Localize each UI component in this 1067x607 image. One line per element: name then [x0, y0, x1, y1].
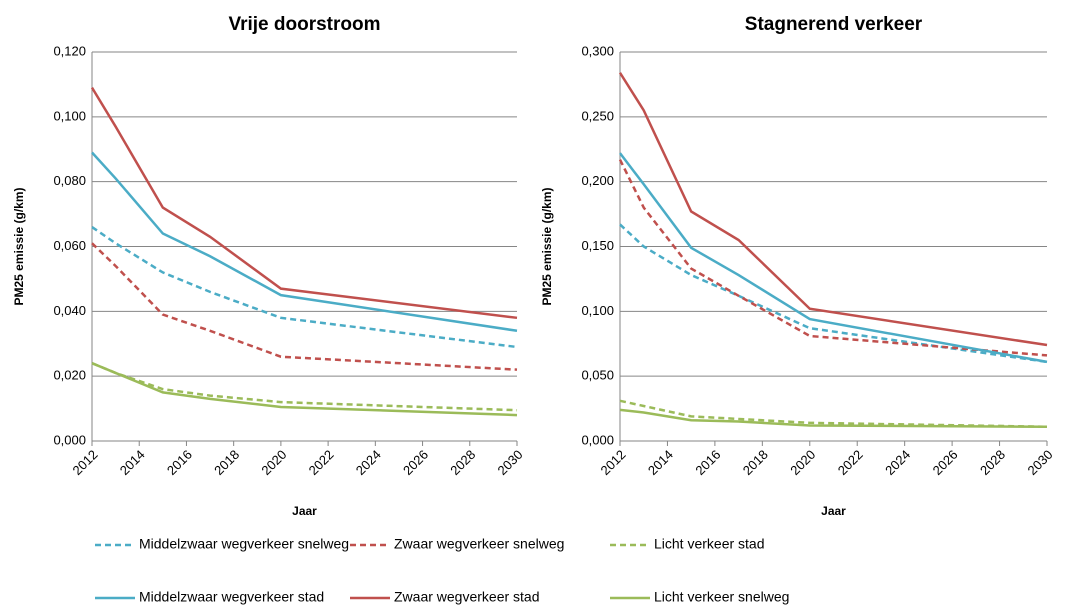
series-line	[91, 362, 518, 412]
x-tick-label: 2020	[787, 447, 818, 478]
y-tick-label: 0,000	[581, 432, 614, 447]
x-tick-label: 2024	[353, 447, 384, 478]
x-tick-label: 2014	[117, 447, 148, 478]
y-tick-label: 0,100	[53, 108, 86, 123]
legend-label: Zwaar wegverkeer stad	[394, 589, 540, 605]
y-tick-label: 0,100	[581, 303, 614, 318]
x-tick-label: 2028	[977, 447, 1008, 478]
x-tick-label: 2016	[692, 447, 723, 478]
series-line	[619, 399, 1048, 428]
y-tick-label: 0,000	[53, 432, 86, 447]
legend-label: Licht verkeer stad	[654, 536, 765, 552]
x-axis-label: Jaar	[821, 504, 846, 518]
x-tick-label: 2030	[1024, 447, 1055, 478]
x-tick-label: 2022	[306, 447, 337, 478]
y-axis-label: PM25 emissie (g/km)	[12, 187, 26, 305]
series-line	[618, 159, 1048, 357]
y-tick-label: 0,060	[53, 238, 86, 253]
x-tick-label: 2024	[882, 447, 913, 478]
legend-label: Licht verkeer snelweg	[654, 589, 789, 605]
y-tick-label: 0,200	[581, 173, 614, 188]
x-tick-label: 2018	[740, 447, 771, 478]
legend-label: Zwaar wegverkeer snelweg	[394, 536, 564, 552]
legend-label: Middelzwaar wegverkeer snelweg	[139, 536, 349, 552]
y-tick-label: 0,250	[581, 108, 614, 123]
series-line	[91, 151, 518, 333]
series-line	[618, 72, 1048, 347]
x-tick-label: 2026	[930, 447, 961, 478]
series-line	[91, 362, 518, 417]
legend-label: Middelzwaar wegverkeer stad	[139, 589, 324, 605]
series-line	[619, 152, 1048, 364]
y-tick-label: 0,300	[581, 43, 614, 58]
x-tick-label: 2016	[164, 447, 195, 478]
x-tick-label: 2022	[835, 447, 866, 478]
y-tick-label: 0,120	[53, 43, 86, 58]
x-tick-label: 2012	[69, 447, 100, 478]
y-tick-label: 0,150	[581, 238, 614, 253]
x-tick-label: 2026	[400, 447, 431, 478]
x-tick-label: 2012	[597, 447, 628, 478]
x-axis-label: Jaar	[292, 504, 317, 518]
x-tick-label: 2014	[645, 447, 676, 478]
series-line	[91, 242, 518, 371]
x-tick-label: 2020	[258, 447, 289, 478]
x-tick-label: 2018	[211, 447, 242, 478]
chart-title: Stagnerend verkeer	[745, 14, 923, 35]
chart-title: Vrije doorstroom	[228, 14, 380, 35]
series-line	[619, 408, 1048, 428]
y-tick-label: 0,040	[53, 303, 86, 318]
y-tick-label: 0,080	[53, 173, 86, 188]
series-line	[91, 226, 518, 349]
y-tick-label: 0,020	[53, 368, 86, 383]
series-line	[619, 223, 1048, 364]
series-line	[90, 87, 518, 320]
y-tick-label: 0,050	[581, 368, 614, 383]
x-tick-label: 2028	[447, 447, 478, 478]
y-axis-label: PM25 emissie (g/km)	[540, 187, 554, 305]
x-tick-label: 2030	[494, 447, 525, 478]
